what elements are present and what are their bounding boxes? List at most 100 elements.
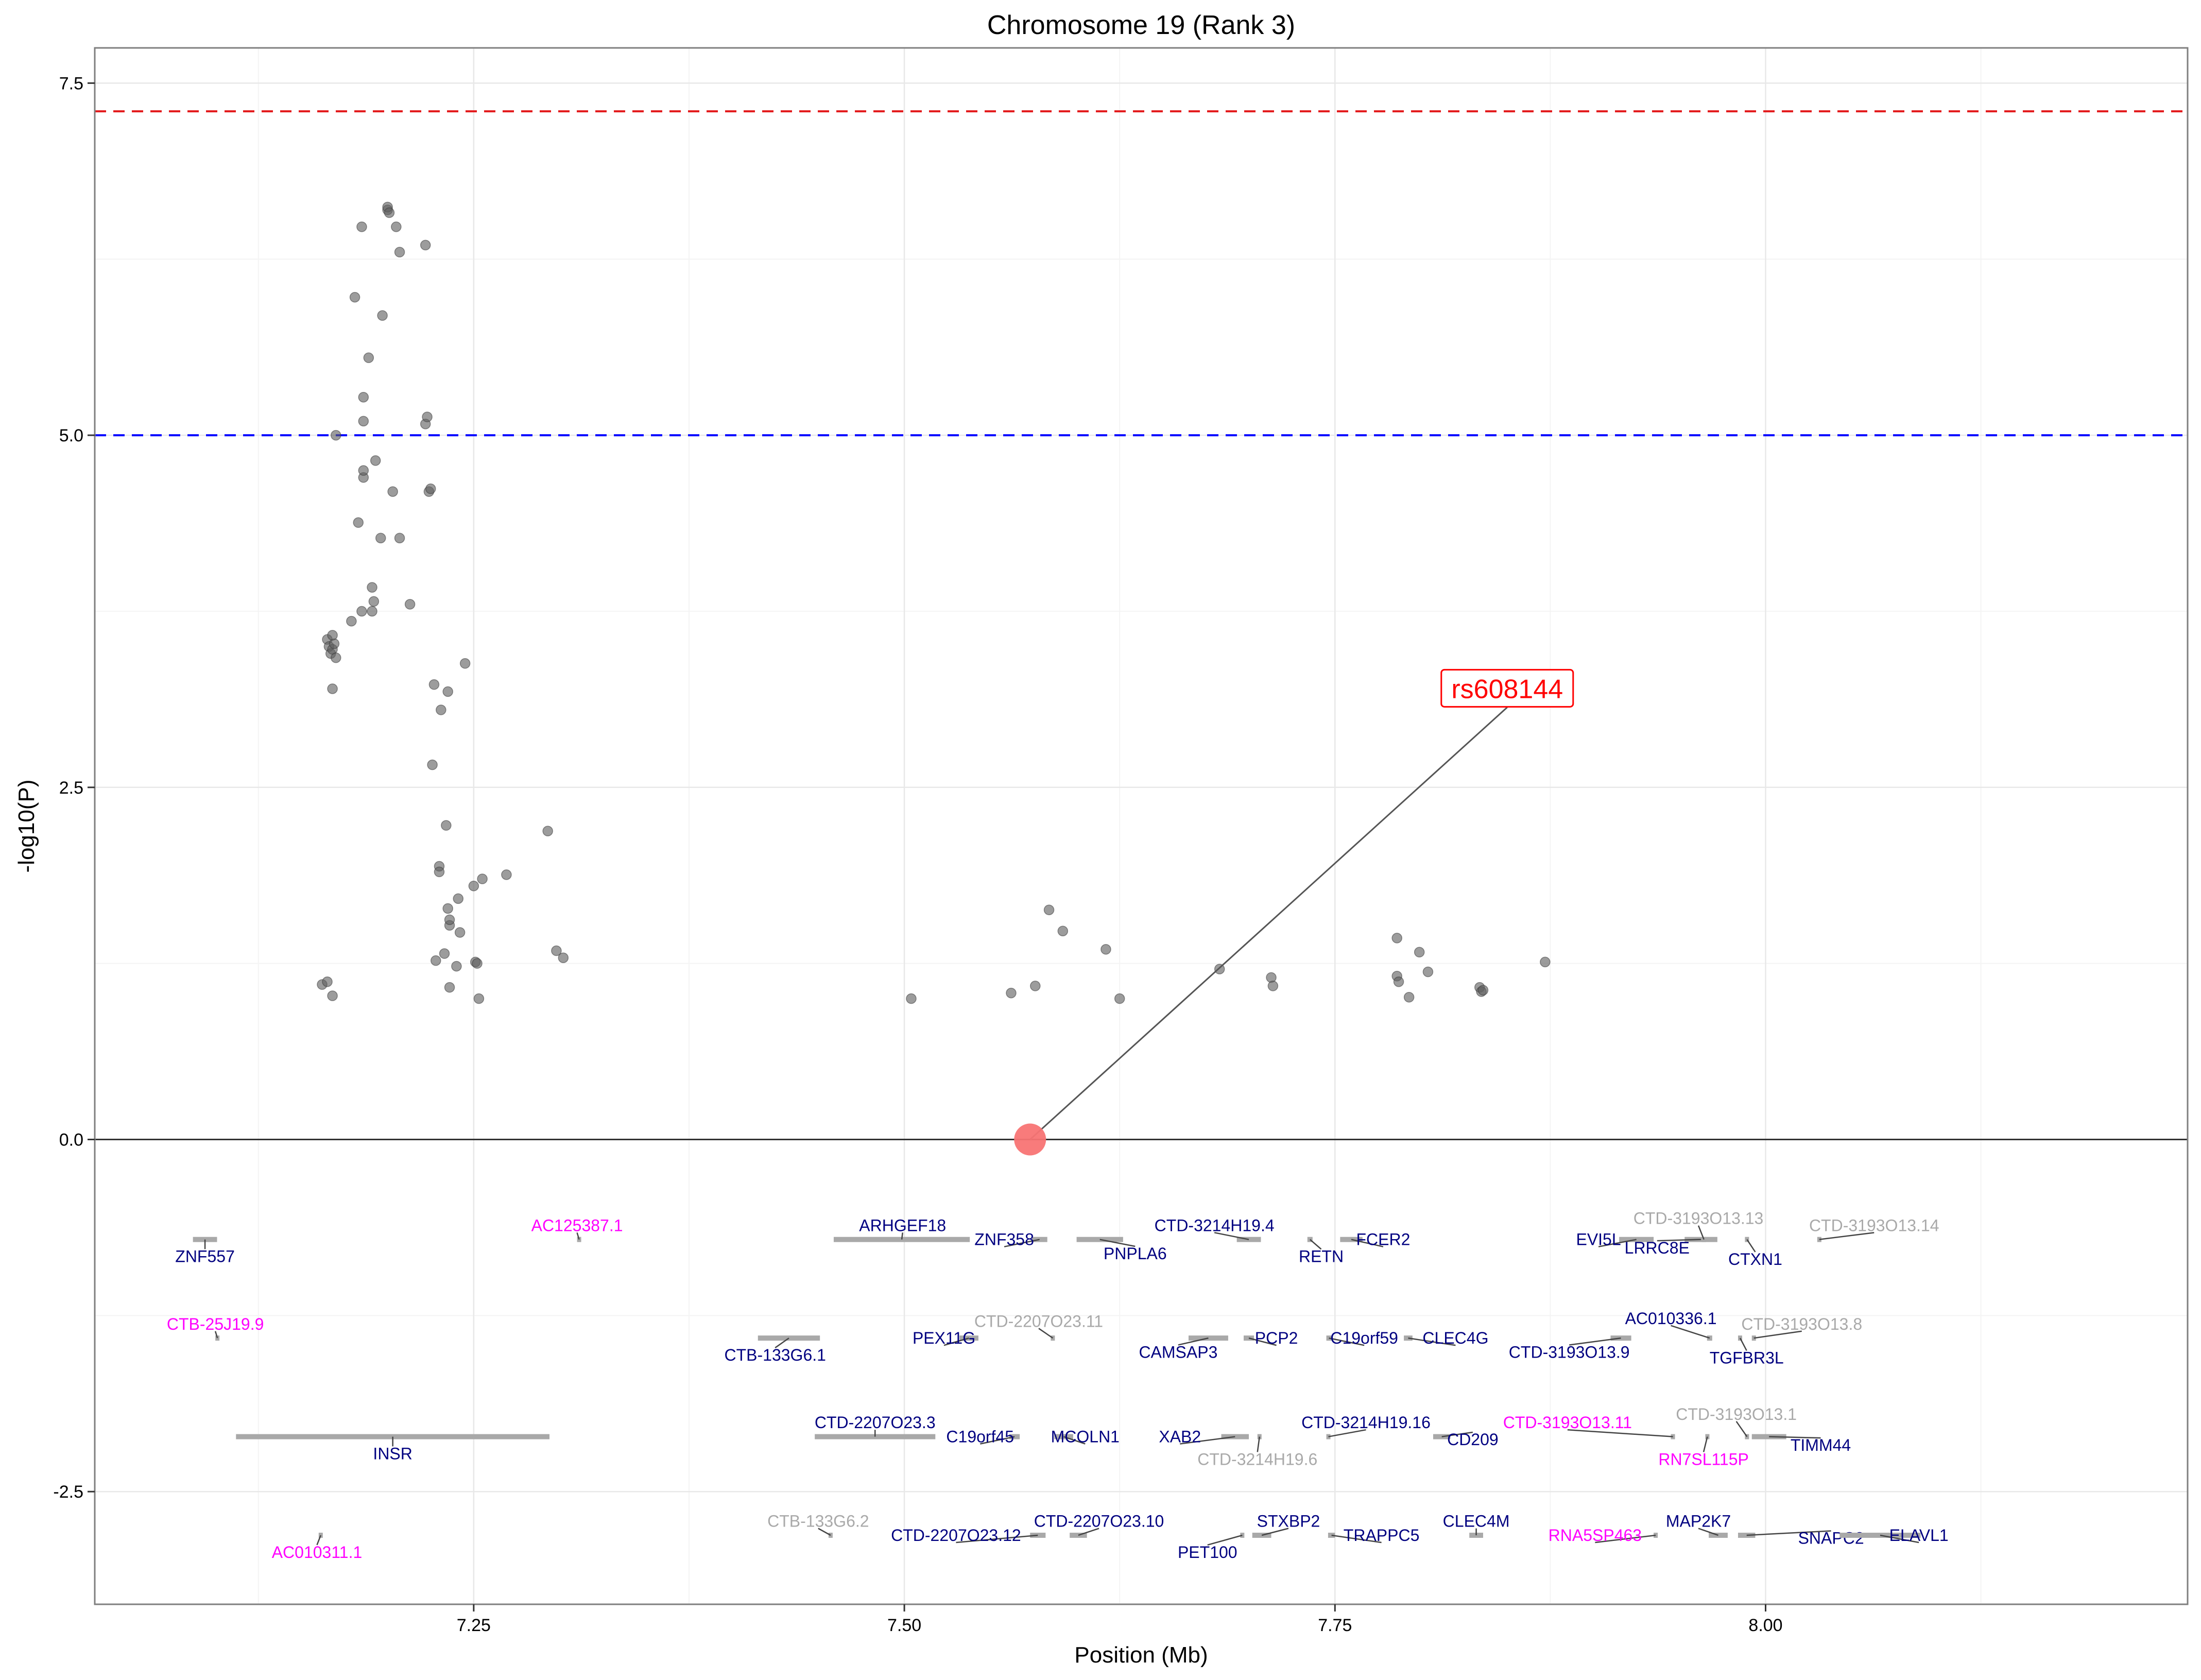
gene-label: CTD-3193O13.1 bbox=[1676, 1405, 1797, 1424]
gene-leader-line bbox=[1441, 1431, 1473, 1437]
snp-point bbox=[1100, 944, 1111, 955]
snp-point bbox=[436, 705, 446, 715]
gene-label: TIMM44 bbox=[1791, 1436, 1851, 1454]
gene-label: PNPLA6 bbox=[1104, 1244, 1167, 1263]
gene-label: TGFBR3L bbox=[1710, 1348, 1784, 1367]
snp-point bbox=[1030, 981, 1041, 991]
gene-label: TRAPPC5 bbox=[1344, 1526, 1420, 1545]
x-tick-label: 7.50 bbox=[887, 1616, 921, 1635]
gene-leader-line bbox=[1351, 1239, 1384, 1247]
snp-point bbox=[558, 952, 569, 963]
y-tick-label: 7.5 bbox=[59, 74, 83, 93]
snp-point bbox=[363, 352, 374, 363]
gene-label: ELAVL1 bbox=[1889, 1526, 1949, 1545]
snp-point bbox=[384, 207, 395, 218]
gene-leader-line bbox=[901, 1232, 903, 1240]
gene-label: CTD-2207O23.10 bbox=[1034, 1512, 1164, 1531]
gene-leader-line bbox=[1331, 1534, 1382, 1544]
gene-leader-line bbox=[1099, 1239, 1136, 1247]
gene-label: CTD-2207O23.3 bbox=[815, 1413, 936, 1432]
snp-point bbox=[451, 961, 462, 972]
snp-point bbox=[327, 630, 338, 641]
gene-leader-line bbox=[1328, 1429, 1366, 1437]
snp-point bbox=[394, 247, 405, 258]
gene-label: PET100 bbox=[1178, 1543, 1237, 1562]
gene-label: PCP2 bbox=[1255, 1329, 1298, 1347]
snp-point bbox=[404, 599, 416, 610]
gene-label: AC010311.1 bbox=[272, 1543, 363, 1562]
gene-leader-line bbox=[1078, 1528, 1099, 1536]
snp-point bbox=[1391, 933, 1402, 944]
snp-point bbox=[367, 582, 377, 593]
gene-label: CTD-3193O13.9 bbox=[1509, 1343, 1630, 1361]
chart-title: Chromosome 19 (Rank 3) bbox=[987, 10, 1295, 40]
snp-point bbox=[420, 239, 431, 251]
gene-label: RNA5SP463 bbox=[1549, 1526, 1642, 1545]
gene-leader-line bbox=[1657, 1239, 1701, 1242]
x-axis-title: Position (Mb) bbox=[1074, 1642, 1208, 1668]
gene-label: CTD-3193O13.11 bbox=[1503, 1413, 1632, 1432]
gene-label: C19orf59 bbox=[1330, 1329, 1398, 1347]
snp-point bbox=[1422, 966, 1434, 978]
snp-point bbox=[1043, 904, 1055, 915]
snp-point bbox=[353, 517, 364, 528]
gene-label: ZNF557 bbox=[175, 1247, 235, 1265]
gene-leader-line bbox=[1569, 1337, 1621, 1346]
gene-label: CTXN1 bbox=[1728, 1250, 1782, 1268]
gene-leader-line bbox=[1698, 1528, 1718, 1536]
gene-leader-line bbox=[1598, 1239, 1637, 1247]
snp-point bbox=[422, 412, 433, 422]
gene-leader-line bbox=[775, 1338, 789, 1348]
snp-point bbox=[1114, 993, 1125, 1004]
snp-point bbox=[322, 976, 333, 987]
snp-point bbox=[346, 615, 357, 627]
snp-point bbox=[425, 483, 436, 494]
gene-leader-line bbox=[1180, 1436, 1235, 1445]
gene-label: CLEC4G bbox=[1422, 1329, 1488, 1347]
snp-point bbox=[329, 638, 340, 649]
gene-label: AC010336.1 bbox=[1625, 1309, 1717, 1328]
gene-leader-line bbox=[214, 1331, 218, 1339]
snp-point bbox=[434, 866, 445, 878]
gene-leader-line bbox=[1567, 1429, 1673, 1437]
gene-label: LRRC8E bbox=[1625, 1239, 1690, 1257]
y-tick-label: 0.0 bbox=[59, 1130, 83, 1150]
lead-snp-annotation: rs608144 bbox=[1014, 668, 1574, 1156]
snp-point bbox=[459, 658, 471, 669]
gene-leader-line bbox=[1309, 1239, 1322, 1250]
gene-track: ZNF557 AC125387.1 ARHGEF18 ZNF358 PNPLA6 CTD-… bbox=[167, 1209, 1949, 1562]
gene-label: CTD-3193O13.8 bbox=[1741, 1315, 1862, 1333]
snp-point bbox=[468, 880, 479, 892]
gene-leader-line bbox=[1739, 1338, 1747, 1351]
gene-label: CTD-2207O23.11 bbox=[974, 1312, 1103, 1330]
gene-label: INSR bbox=[373, 1444, 412, 1463]
snp-point bbox=[394, 533, 405, 543]
gene-leader-line bbox=[1063, 1436, 1086, 1445]
snp-point bbox=[1540, 956, 1551, 968]
y-tick-label: -2.5 bbox=[53, 1482, 83, 1502]
snp-point bbox=[358, 416, 369, 426]
gene-label: RETN bbox=[1299, 1247, 1344, 1265]
snp-point bbox=[1477, 985, 1489, 996]
x-tick-label: 8.00 bbox=[1748, 1616, 1782, 1635]
snp-point bbox=[542, 826, 553, 836]
snp-point bbox=[331, 652, 341, 663]
gene-leader-line bbox=[1746, 1530, 1831, 1536]
gene-label: CTD-3214H19.6 bbox=[1197, 1450, 1317, 1468]
lead-snp-point bbox=[1014, 1123, 1046, 1156]
snp-point bbox=[454, 927, 466, 938]
gene-leader-line bbox=[1178, 1337, 1209, 1346]
y-tick-label: 2.5 bbox=[59, 778, 83, 798]
gene-leader-line bbox=[1408, 1337, 1456, 1346]
gene-label: SNAPC2 bbox=[1798, 1529, 1864, 1547]
snp-point bbox=[1057, 925, 1069, 936]
y-tick-label: 5.0 bbox=[59, 426, 83, 445]
gene-label: CD209 bbox=[1447, 1430, 1499, 1449]
x-tick-label: 7.75 bbox=[1318, 1616, 1352, 1635]
x-tick-label: 7.25 bbox=[457, 1616, 491, 1635]
gene-leader-line bbox=[1261, 1528, 1289, 1536]
snp-point bbox=[375, 533, 386, 543]
snp-point bbox=[427, 759, 438, 770]
snp-point bbox=[1266, 972, 1277, 983]
